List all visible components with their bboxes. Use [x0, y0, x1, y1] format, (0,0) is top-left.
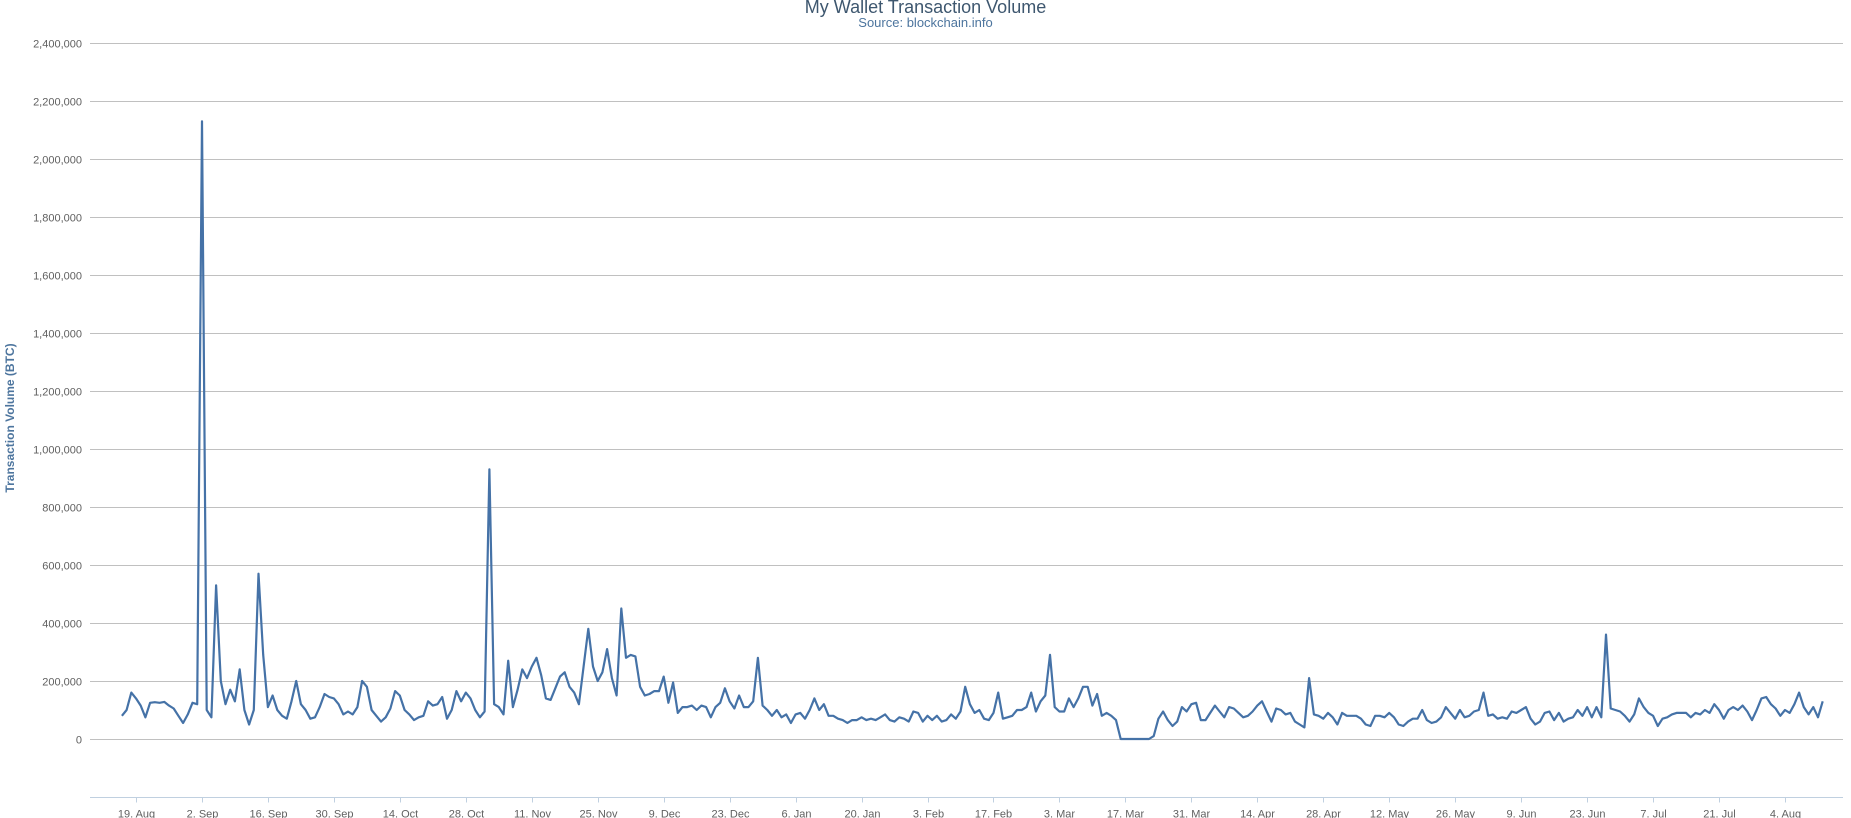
y-tick-label: 1,000,000 — [33, 445, 82, 457]
y-axis: 0 200,000 400,000 600,000 800,000 1,000,000 1,… — [33, 39, 82, 747]
y-tick-label: 1,600,000 — [33, 271, 82, 283]
y-tick-label: 800,000 — [42, 503, 82, 515]
x-tick-label: 14. Oct — [383, 809, 418, 818]
y-tick-label: 2,400,000 — [33, 39, 82, 51]
x-tick-label: 9. Jun — [1507, 809, 1537, 818]
x-tick-label: 31. Mar — [1173, 809, 1211, 818]
x-tick-label: 26. May — [1436, 809, 1476, 818]
series-line — [121, 120, 1824, 741]
x-tick-label: 21. Jul — [1703, 809, 1735, 818]
x-tick-label: 11. Nov — [514, 809, 552, 818]
x-tick-label: 6. Jan — [782, 809, 812, 818]
x-tick-label: 25. Nov — [580, 809, 618, 818]
x-tick-label: 3. Mar — [1044, 809, 1076, 818]
y-tick-label: 1,200,000 — [33, 387, 82, 399]
x-tick-label: 7. Jul — [1640, 809, 1666, 818]
x-tick-label: 14. Apr — [1240, 809, 1275, 818]
x-tick-label: 30. Sep — [316, 809, 354, 818]
y-tick-label: 0 — [76, 735, 82, 747]
y-tick-label: 1,800,000 — [33, 213, 82, 225]
chart-subtitle: Source: blockchain.info — [858, 15, 993, 30]
x-tick-label: 12. May — [1370, 809, 1410, 818]
y-tick-label: 1,400,000 — [33, 329, 82, 341]
x-tick-label: 2. Sep — [187, 809, 219, 818]
x-tick-label: 28. Apr — [1306, 809, 1341, 818]
y-tick-label: 2,200,000 — [33, 97, 82, 109]
x-tick-label: 17. Mar — [1107, 809, 1145, 818]
y-tick-label: 400,000 — [42, 619, 82, 631]
x-tick-label: 23. Jun — [1569, 809, 1605, 818]
y-tick-label: 2,000,000 — [33, 155, 82, 167]
x-tick-label: 3. Feb — [913, 809, 944, 818]
x-tick-label: 17. Feb — [975, 809, 1012, 818]
x-tick-label: 23. Dec — [712, 809, 750, 818]
y-tick-label: 200,000 — [42, 677, 82, 689]
grid-lines — [90, 43, 1843, 740]
y-axis-title: Transaction Volume (BTC) — [3, 343, 17, 492]
x-tick-label: 16. Sep — [250, 809, 288, 818]
x-tick-label: 9. Dec — [649, 809, 681, 818]
x-tick-label: 20. Jan — [844, 809, 880, 818]
y-tick-label: 600,000 — [42, 561, 82, 573]
x-axis: 19. Aug 2. Sep 16. Sep 30. Sep 14. Oct 28. Oc… — [90, 797, 1843, 818]
x-tick-label: 28. Oct — [449, 809, 484, 818]
chart-title: My Wallet Transaction Volume — [804, 0, 1047, 17]
x-tick-label: 19. Aug — [118, 809, 155, 818]
x-tick-label: 4. Aug — [1770, 809, 1801, 818]
series-layer — [121, 120, 1824, 741]
